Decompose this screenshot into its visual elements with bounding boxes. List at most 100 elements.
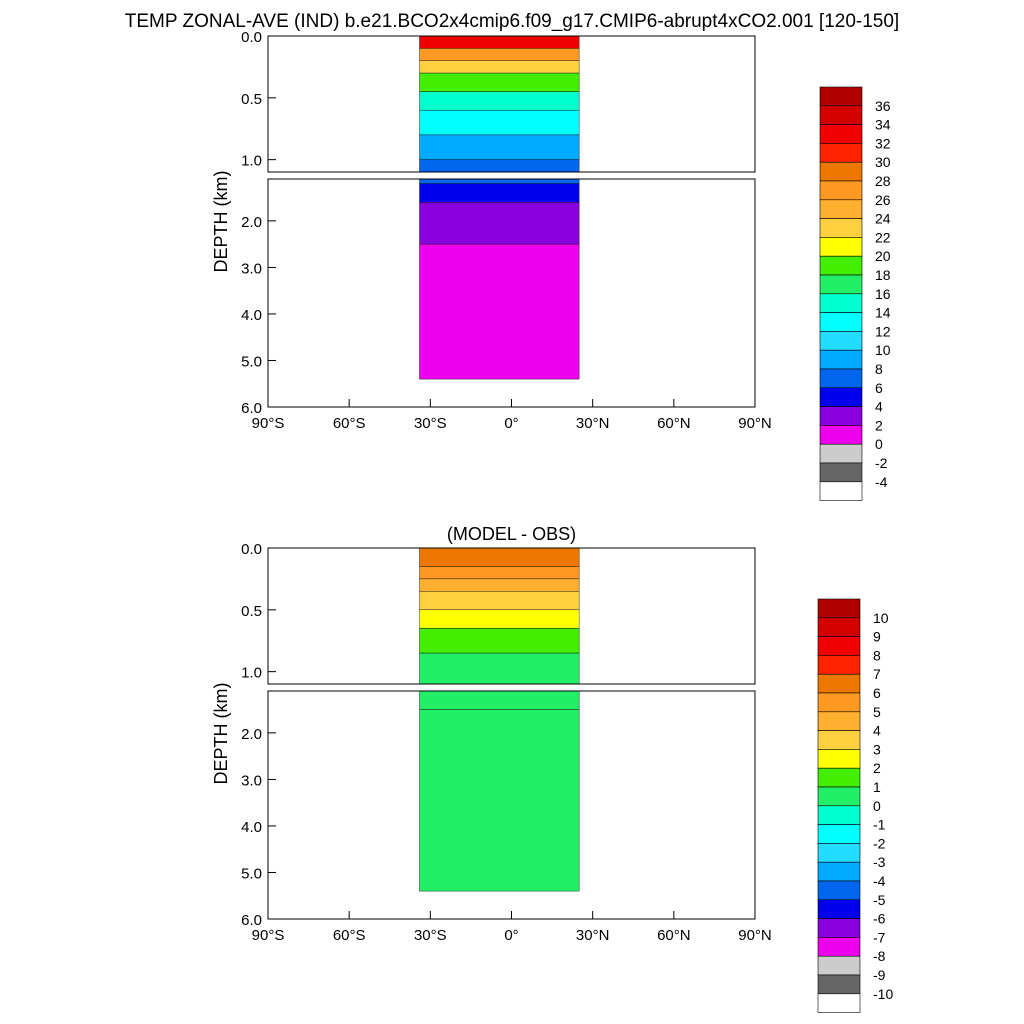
colorbar-label: 2 xyxy=(873,760,881,776)
colorbar-label: -7 xyxy=(873,929,886,945)
colorbar-label: 24 xyxy=(875,211,891,227)
x-tick-label: 30°N xyxy=(576,927,610,944)
colorbar-swatch xyxy=(819,143,863,163)
y-tick-label: 3.0 xyxy=(241,260,262,277)
y-tick-label: 2.0 xyxy=(241,214,262,231)
colorbar-label: 14 xyxy=(875,305,891,321)
colorbar-swatch xyxy=(817,918,861,938)
colorbar-label: -3 xyxy=(873,854,886,870)
colorbar-swatch xyxy=(819,274,863,295)
colorbar-swatch xyxy=(817,880,861,901)
colorbar-label: 1 xyxy=(873,779,881,795)
colorbar-swatch xyxy=(819,425,863,445)
colorbar-swatch xyxy=(819,180,863,201)
colorbar-swatch xyxy=(817,692,861,713)
colorbar-swatch xyxy=(819,237,863,257)
x-tick-label: 60°S xyxy=(333,415,366,432)
colorbar-label: 5 xyxy=(873,704,881,720)
colorbar-swatch xyxy=(817,974,861,995)
colorbar-swatch xyxy=(817,993,861,1013)
colorbar-swatch xyxy=(819,86,863,107)
contour-band xyxy=(419,566,580,580)
x-tick-label: 30°S xyxy=(414,415,447,432)
colorbar-label: 36 xyxy=(875,98,891,114)
panels: 0.00.51.02.03.04.05.06.090°S 60°S 30°S 0° 30… xyxy=(211,29,893,1013)
contour-band xyxy=(419,60,580,74)
y-tick-label: 5.0 xyxy=(241,865,262,882)
colorbar-swatch xyxy=(819,312,863,332)
figure-title: TEMP ZONAL-AVE (IND) b.e21.BCO2x4cmip6.f… xyxy=(125,11,899,32)
colorbar-label: 4 xyxy=(875,399,883,415)
colorbar-label: 7 xyxy=(873,666,881,682)
panel-title: (MODEL - OBS) xyxy=(447,524,576,544)
contour-band xyxy=(419,578,580,592)
x-tick-label: 90°S xyxy=(252,415,285,432)
contour-band xyxy=(419,709,580,892)
contour-band xyxy=(419,628,580,654)
x-tick-label: 60°N xyxy=(657,415,691,432)
colorbar-swatch xyxy=(819,199,863,219)
contour-band xyxy=(419,72,580,92)
x-tick-label: 90°S xyxy=(252,927,285,944)
colorbar-swatch xyxy=(817,899,861,919)
colorbar-swatch xyxy=(819,462,863,483)
contour-band xyxy=(419,109,580,136)
y-axis-label: DEPTH (km) xyxy=(211,171,231,273)
colorbar-swatch xyxy=(817,786,861,807)
colorbar-label: -8 xyxy=(873,948,886,964)
colorbar-swatch xyxy=(817,955,861,976)
contour-band xyxy=(419,609,580,629)
colorbar-label: -6 xyxy=(873,911,886,927)
y-tick-label: 4.0 xyxy=(241,819,262,836)
colorbar-label: 2 xyxy=(875,417,883,433)
colorbar-swatch xyxy=(817,805,861,825)
colorbar-label: 18 xyxy=(875,267,891,283)
x-tick-label: 30°N xyxy=(576,415,610,432)
contour-band xyxy=(419,652,580,685)
colorbar-swatch xyxy=(819,387,863,407)
y-tick-label: 1.0 xyxy=(241,665,262,682)
colorbar-label: 22 xyxy=(875,229,891,245)
plot-frame-upper xyxy=(267,547,756,685)
colorbar-swatch xyxy=(817,655,861,675)
colorbar-label: -2 xyxy=(873,835,886,851)
contour-band xyxy=(419,243,580,380)
colorbar-swatch xyxy=(819,124,863,144)
colorbar-swatch xyxy=(817,617,861,637)
colorbar-swatch xyxy=(819,368,863,389)
colorbar-label: 0 xyxy=(873,798,881,814)
contour-band xyxy=(419,48,580,61)
colorbar-swatch xyxy=(819,105,863,125)
colorbar-swatch xyxy=(817,824,861,844)
colorbar-label: 26 xyxy=(875,192,891,208)
colorbar-swatch xyxy=(817,636,861,656)
colorbar-label: 6 xyxy=(875,380,883,396)
y-axis-label: DEPTH (km) xyxy=(211,683,231,785)
y-tick-label: 6.0 xyxy=(241,400,262,417)
colorbar-label: -10 xyxy=(873,986,893,1002)
colorbar-swatch xyxy=(817,711,861,731)
colorbar-label: -4 xyxy=(873,873,886,889)
y-tick-label: 4.0 xyxy=(241,307,262,324)
colorbar-label: -1 xyxy=(873,817,886,833)
colorbar-label: -2 xyxy=(875,455,888,471)
y-tick-label: 2.0 xyxy=(241,726,262,743)
colorbar-label: 0 xyxy=(875,436,883,452)
y-tick-label: 6.0 xyxy=(241,912,262,929)
colorbar-label: 4 xyxy=(873,723,881,739)
colorbar-label: 3 xyxy=(873,741,881,757)
contour-band xyxy=(419,91,580,111)
colorbar-label: -5 xyxy=(873,892,886,908)
x-tick-label: 30°S xyxy=(414,927,447,944)
y-tick-label: 0.5 xyxy=(241,91,262,108)
colorbar-label: 6 xyxy=(873,685,881,701)
x-tick-label: 60°S xyxy=(333,927,366,944)
colorbar-label: 32 xyxy=(875,135,891,151)
colorbar-label: 30 xyxy=(875,154,891,170)
colorbar-swatch xyxy=(817,767,861,788)
contour-band xyxy=(419,35,580,49)
colorbar-swatch xyxy=(817,843,861,863)
colorbar-label: 16 xyxy=(875,286,891,302)
colorbar-label: 8 xyxy=(873,647,881,663)
colorbar-label: 28 xyxy=(875,173,891,189)
